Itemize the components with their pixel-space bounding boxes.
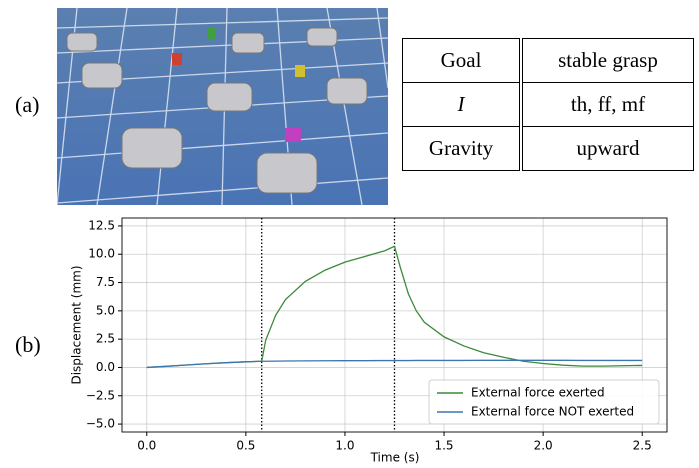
y-axis-label: Displacement (mm) [70,265,84,384]
x-tick-label: 0.0 [137,439,156,453]
y-tick-label: 2.5 [96,332,115,346]
table-row: Goal stable grasp [402,38,694,83]
legend-label: External force exerted [471,386,605,400]
panel-label: (a) [15,92,40,117]
y-tick-label: 0.0 [96,360,115,374]
table-cell: I [402,82,523,127]
y-tick-label: 7.5 [96,275,115,289]
table-row: Gravity upward [402,126,694,171]
axes-frame [121,217,668,433]
table-cell: Gravity [402,126,523,171]
y-tick-label: −2.5 [86,388,115,402]
chart: Time (s) Displacement (mm) 0.0 0.5 1.0 1.5 2… [70,217,668,465]
y-tick-label: 10.0 [88,247,115,261]
legend-box [428,379,660,425]
simulation-image [57,8,388,205]
series-line [146,359,643,369]
x-tick-label: 0.5 [236,439,255,453]
x-tick-label: 2.0 [534,439,553,453]
y-tick-label: 12.5 [88,218,115,232]
x-tick-label: 1.0 [335,439,354,453]
x-tick-label: 2.5 [633,439,652,453]
legend-label: External force NOT exerted [471,405,634,419]
table-cell: upward [520,126,694,171]
table-cell: th, ff, mf [520,82,694,127]
x-tick-label: 1.5 [434,439,453,453]
panel-label: (b) [15,332,41,357]
table-cell: stable grasp [520,38,694,83]
y-tick-label: −5.0 [86,417,115,431]
table-cell: Goal [402,38,523,83]
y-tick-label: 5.0 [96,303,115,317]
x-axis-label: Time (s) [370,451,420,465]
